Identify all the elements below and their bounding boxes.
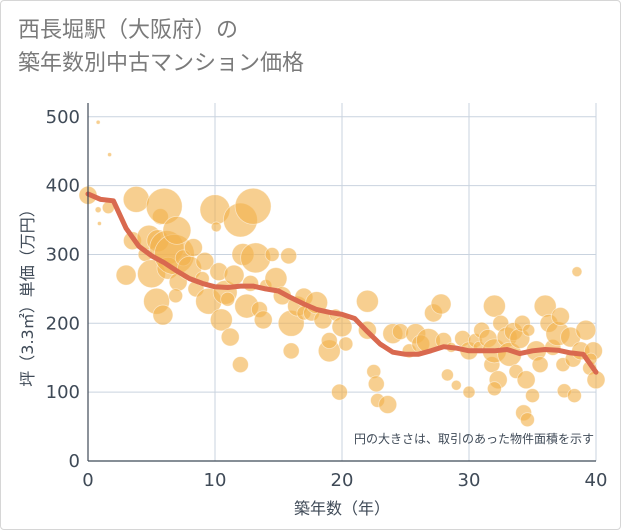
bubble-point-104 <box>522 323 536 337</box>
x-tick-label-0: 0 <box>82 470 93 491</box>
bubble-point-28 <box>195 251 215 271</box>
y-tick-label-0: 0 <box>69 451 80 472</box>
bubble-point-51 <box>280 247 298 265</box>
bubble-point-103 <box>516 370 536 390</box>
bubble-point-33 <box>209 308 233 332</box>
bubble-point-5 <box>97 221 102 226</box>
x-tick-label-3: 30 <box>458 470 481 491</box>
bubble-size-note: 円の大きさは、取引のあった物件面積を示す <box>354 431 594 446</box>
bubble-point-119 <box>571 266 583 278</box>
bubble-point-64 <box>331 383 348 401</box>
bubble-point-2 <box>107 152 112 158</box>
bubble-point-79 <box>430 293 452 315</box>
x-tick-label-1: 10 <box>204 470 227 491</box>
y-tick-label-5: 500 <box>46 107 80 128</box>
title-line-2: 築年数別中古マンション価格 <box>18 51 305 76</box>
bubble-point-92 <box>482 294 506 318</box>
bubble-point-25 <box>184 238 203 257</box>
bubble-point-107 <box>525 388 540 403</box>
bubble-point-40 <box>231 356 249 374</box>
bubble-point-35 <box>220 327 240 347</box>
bubble-point-61 <box>320 332 338 349</box>
bubble-point-31 <box>210 221 222 233</box>
bubble-point-120 <box>567 388 582 403</box>
trend-line <box>85 191 599 375</box>
y-tick-label-3: 300 <box>46 244 80 265</box>
bubble-point-81 <box>441 368 454 382</box>
bubble-point-83 <box>450 379 462 391</box>
bubble-point-23 <box>168 288 184 304</box>
y-tick-label-1: 100 <box>46 382 80 403</box>
bubble-point-106 <box>520 412 535 428</box>
bubble-point-71 <box>378 395 398 414</box>
bubble-point-36 <box>220 291 236 307</box>
axes <box>87 103 596 462</box>
x-axis-label: 築年数（年） <box>294 499 390 518</box>
bubble-point-43 <box>234 187 272 225</box>
x-tick-labels: 0 10 20 30 40 <box>82 470 607 491</box>
bubble-point-63 <box>331 316 353 338</box>
bubble-point-66 <box>355 289 379 313</box>
y-axis-label: 坪（3.3㎡）単価（万円） <box>18 201 37 386</box>
bubble-point-53 <box>282 342 300 360</box>
bubble-point-114 <box>551 307 570 326</box>
x-tick-label-4: 40 <box>585 470 608 491</box>
bubble-point-3 <box>94 206 102 214</box>
chart-title: 西長堀駅（大阪府）の 築年数別中古マンション価格 <box>18 14 304 80</box>
bubble-point-86 <box>462 385 476 399</box>
title-line-1: 西長堀駅（大阪府）の <box>18 18 239 43</box>
bubble-point-49 <box>264 267 288 290</box>
bubble-point-1 <box>95 119 101 125</box>
bubble-point-109 <box>531 356 549 374</box>
bubble-point-20 <box>162 215 192 245</box>
y-tick-label-4: 400 <box>46 176 80 197</box>
y-tick-labels: 0 100 200 300 400 500 <box>46 107 80 472</box>
bubble-point-95 <box>486 381 502 397</box>
bubble-point-46 <box>253 310 273 330</box>
y-tick-label-2: 200 <box>46 313 80 334</box>
bubble-point-8 <box>115 264 137 286</box>
bubble-point-69 <box>367 375 385 393</box>
bubble-point-18 <box>152 304 174 326</box>
x-tick-label-2: 20 <box>331 470 354 491</box>
bubble-point-122 <box>575 319 597 341</box>
bubble-point-6 <box>122 185 150 213</box>
bubble-point-48 <box>264 247 280 262</box>
bubble-point-37 <box>223 264 245 286</box>
trend-layer <box>85 191 599 375</box>
bubble-point-65 <box>338 336 354 352</box>
